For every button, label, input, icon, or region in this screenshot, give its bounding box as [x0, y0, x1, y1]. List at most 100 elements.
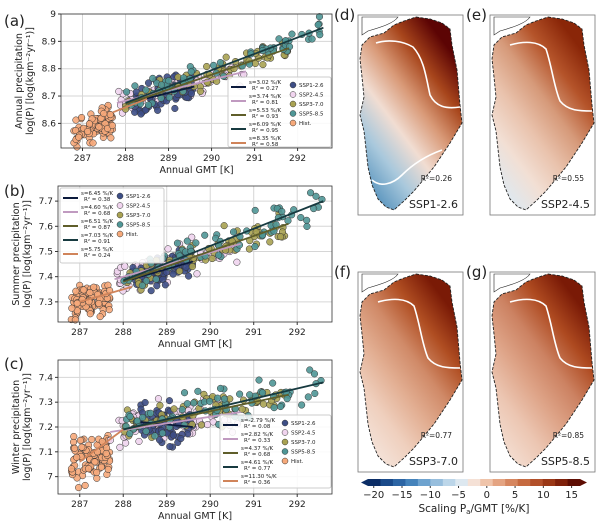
- data-point-ssp585: [180, 389, 189, 397]
- colorbar-tick-label: −15: [391, 490, 412, 501]
- x-tick-label: 289: [158, 500, 175, 510]
- panel-label: (g): [466, 263, 487, 281]
- scatter-panel-b: (b) 287 288 289 290 291 292 7.3 7.4 7.5 7.6 7.7 s=6.…: [4, 182, 333, 350]
- data-point-hist: [73, 453, 81, 461]
- data-point-hist: [85, 120, 94, 128]
- data-point-ssp585: [316, 31, 324, 39]
- x-tick-label: 290: [202, 328, 219, 338]
- legend-r2: R² = 0.24: [84, 252, 111, 259]
- colorbar-segment: [480, 479, 494, 486]
- r-squared-label: R²=0.55: [553, 174, 584, 183]
- colorbar-tick-label: 10: [537, 490, 550, 501]
- x-tick-label: 289: [160, 154, 177, 164]
- data-point-ssp370: [188, 263, 196, 271]
- data-point-hist: [72, 127, 80, 135]
- fit-line-ssp585: [123, 381, 324, 431]
- map-panel-d: (d) R²=0.26 SSP1-2.6: [334, 6, 464, 216]
- data-point-ssp585: [126, 430, 134, 438]
- data-point-ssp370: [208, 254, 216, 263]
- data-point-ssp585: [165, 93, 173, 102]
- legend-series-name: SSP5-8.5: [291, 450, 316, 456]
- legend-slope: s=8.35 %/K: [249, 136, 282, 142]
- data-point-ssp370: [196, 87, 204, 95]
- data-point-ssp585: [220, 395, 228, 403]
- data-point-ssp370: [266, 238, 274, 246]
- data-point-ssp585: [183, 237, 191, 245]
- data-point-ssp245: [233, 258, 241, 266]
- data-point-hist: [95, 299, 103, 307]
- data-point-hist: [88, 435, 96, 444]
- legend-box: [219, 414, 332, 489]
- data-point-ssp585: [314, 21, 322, 29]
- data-point-hist: [96, 313, 104, 321]
- fit-line-ssp370: [125, 47, 290, 106]
- y-tick-label: 7.2: [39, 423, 53, 433]
- map-panel-f: (f) R²=0.77 SSP3-7.0: [334, 263, 464, 473]
- contour-10: [509, 41, 593, 112]
- data-point-hist: [85, 465, 93, 473]
- data-point-ssp126: [166, 443, 174, 451]
- data-point-ssp126: [165, 397, 173, 405]
- data-point-hist: [73, 299, 81, 307]
- legend-r2: R² = 0.68: [84, 210, 111, 217]
- data-point-ssp585: [214, 394, 222, 402]
- legend-r2: R² = 0.08: [244, 423, 271, 430]
- data-point-ssp126: [154, 106, 162, 114]
- data-point-ssp585: [147, 409, 155, 417]
- legend-series-name: SSP2-4.5: [299, 93, 324, 99]
- legend-series-name: SSP3-7.0: [291, 440, 316, 446]
- x-tick-label: 288: [117, 154, 134, 164]
- data-point-hist: [68, 304, 76, 312]
- data-point-ssp126: [144, 79, 153, 87]
- legend-slope: s=4.37 %/K: [241, 446, 274, 452]
- colorbar-label-tail: /GMT [%/K]: [470, 503, 529, 515]
- x-tick-label: 288: [115, 500, 132, 510]
- x-axis-label: Annual GMT [K]: [158, 339, 232, 350]
- y-tick-label: 8.8: [42, 65, 57, 75]
- map-panel-g: (g) R²=0.85 SSP5-8.5: [466, 263, 596, 473]
- legend-series-name: Hist.: [299, 121, 312, 127]
- legend: s=6.45 %/KR² = 0.38 SSP1-2.6s=4.60 %/KR² …: [59, 187, 165, 264]
- y-tick-label: 7.7: [39, 197, 53, 207]
- data-point-ssp585: [194, 387, 202, 395]
- y-tick-label: 7.5: [39, 247, 53, 257]
- data-point-ssp245: [121, 262, 129, 270]
- x-tick-label: 290: [202, 500, 219, 510]
- data-point-ssp585: [216, 59, 224, 67]
- data-point-ssp585: [236, 390, 244, 398]
- data-point-ssp245: [154, 395, 162, 403]
- data-point-hist: [71, 316, 79, 324]
- data-point-ssp585: [192, 239, 200, 247]
- colorbar-segment: [455, 479, 469, 486]
- data-point-hist: [100, 109, 108, 118]
- legend-marker: [281, 448, 289, 455]
- colorbar-segment: [542, 479, 556, 486]
- axes-frame: [60, 13, 333, 149]
- legend-marker: [116, 211, 124, 219]
- x-tick-label: 292: [289, 500, 306, 510]
- axes-frame: [57, 185, 333, 323]
- y-tick-label: 8.7: [42, 92, 56, 102]
- colorbar: −20 −15 −10 −5 0 5 10 15 Scaling Pa/GMT [%/K]: [361, 479, 587, 516]
- colorbar-extend-min: [361, 479, 368, 486]
- y-tick-label: 7.4: [39, 373, 54, 383]
- scenario-label: SSP2-4.5: [541, 198, 590, 211]
- greenland-scaling-field: [491, 273, 595, 468]
- greenland-scaling-field: [491, 16, 595, 211]
- legend-series-name: SSP2-4.5: [126, 204, 151, 210]
- data-point-ssp585: [303, 222, 311, 230]
- legend-marker: [116, 192, 124, 200]
- data-point-ssp585: [255, 376, 263, 384]
- data-point-ssp245: [193, 270, 201, 278]
- legend-slope: s=6.45 %/K: [81, 191, 114, 197]
- data-point-ssp585: [275, 35, 283, 43]
- data-point-ssp585: [183, 400, 191, 408]
- legend-r2: R² = 0.33: [244, 437, 271, 444]
- legend-marker: [281, 457, 289, 465]
- data-point-ssp126: [171, 104, 179, 112]
- data-point-ssp585: [178, 406, 186, 414]
- colorbar-tick-label: −5: [451, 490, 466, 501]
- legend-marker: [289, 81, 297, 89]
- legend-box: [59, 187, 165, 264]
